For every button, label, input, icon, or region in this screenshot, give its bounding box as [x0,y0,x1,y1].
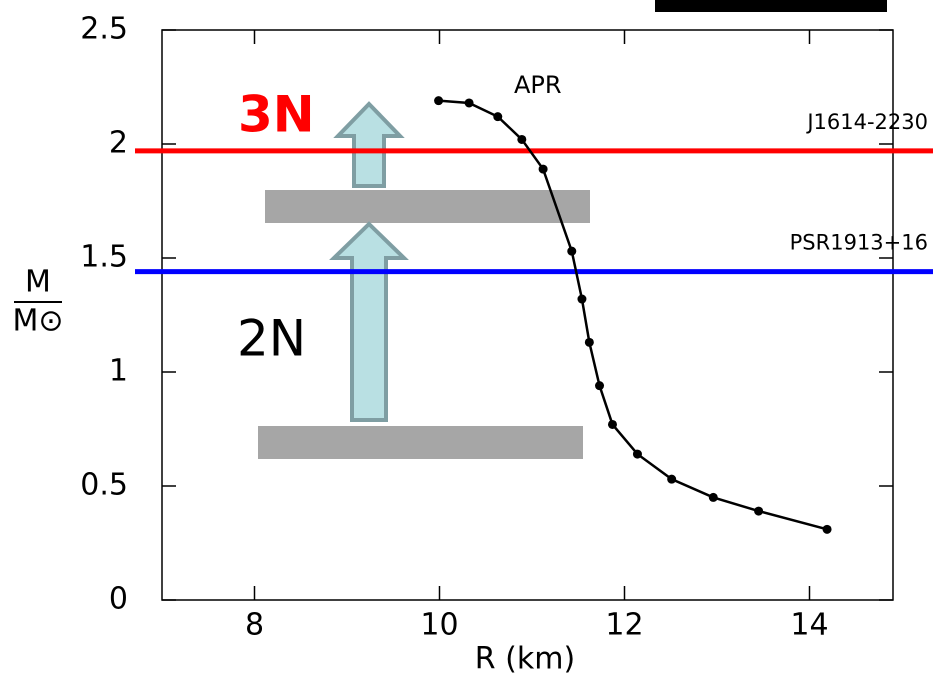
x-tick-label: 14 [790,608,828,643]
y-tick-label: 2 [109,126,128,161]
annotation: 3N [238,86,315,144]
y-tick-label: 2.5 [80,12,128,47]
arrow [329,221,409,422]
data-point [607,419,617,429]
x-tick-label: 8 [245,608,264,643]
series-label: APR [514,71,562,99]
cropped-image [655,0,887,12]
x-axis-label: R (km) [475,642,575,677]
y-axis-label: M [25,265,51,300]
series-line [438,99,828,531]
reference-label: J1614-2230 [805,110,928,134]
y-tick-label: 1.5 [80,240,128,275]
data-point [517,134,527,144]
data-point [632,449,642,459]
x-tick-label: 12 [605,608,643,643]
data-point [667,474,677,484]
gray-band [258,426,583,459]
data-point [567,246,577,256]
data-point [584,337,594,347]
data-point [577,294,587,304]
plot-frame [161,29,894,601]
reference-label: PSR1913+16 [790,231,928,255]
data-point [595,381,605,391]
annotation: 2N [237,310,306,368]
y-tick-label: 1 [109,354,128,389]
data-point [538,164,548,174]
data-point [464,98,474,108]
data-point [708,492,718,502]
x-tick-label: 10 [420,608,458,643]
data-point [434,96,444,106]
arrow [333,101,405,188]
data-point [493,112,503,122]
gray-band [265,190,590,223]
y-tick-label: 0.5 [80,468,128,503]
data-point [754,506,764,516]
y-tick-label: 0 [109,582,128,617]
y-axis-label: M⊙ [12,304,63,339]
data-point [822,524,832,534]
